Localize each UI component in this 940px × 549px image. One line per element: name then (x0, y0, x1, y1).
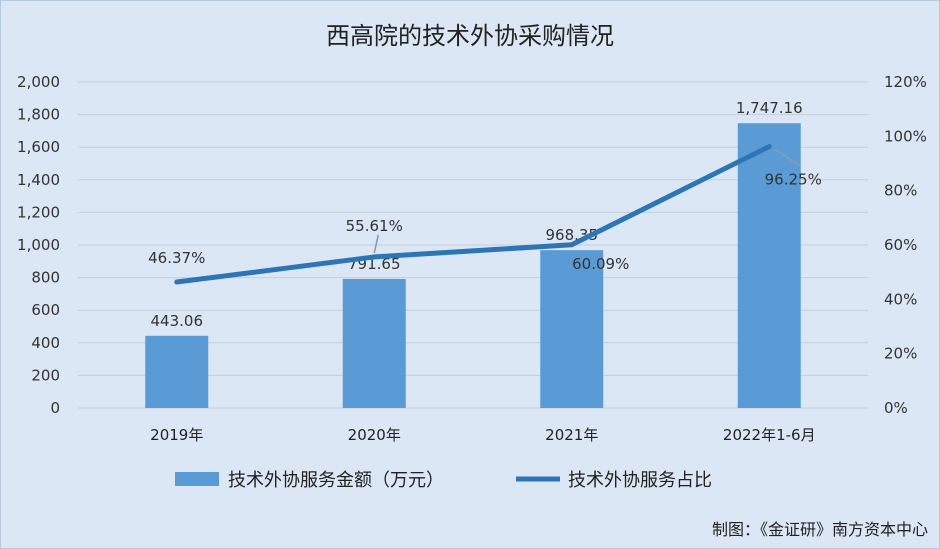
source-note: 制图：《金证研》南方资本中心 (712, 520, 928, 539)
right-tick-label: 0% (884, 399, 908, 417)
right-tick-label: 120% (884, 73, 927, 91)
left-axis-ticks: 0 200 400 600 800 1,000 1,200 1,400 1,600 1,800 2,… (17, 73, 60, 417)
right-tick-label: 20% (884, 345, 917, 363)
line-label-leader (373, 234, 379, 254)
left-tick-label: 600 (31, 301, 60, 319)
left-tick-label: 1,800 (17, 106, 60, 124)
right-tick-label: 100% (884, 127, 927, 145)
legend-line-label: 技术外协服务占比 (568, 470, 712, 491)
chart-title: 西高院的技术外协采购情况 (326, 22, 614, 50)
legend-bar-label: 技术外协服务金额（万元） (228, 470, 444, 491)
category-labels: 2019年 2020年 2021年 2022年1-6月 (150, 426, 815, 444)
category-label: 2019年 (150, 426, 203, 444)
line-data-label: 46.37% (148, 249, 205, 267)
right-tick-label: 40% (884, 290, 917, 308)
left-tick-label: 1,000 (17, 236, 60, 254)
percentage-line (174, 144, 772, 285)
left-tick-label: 0 (50, 399, 60, 417)
left-tick-label: 200 (31, 366, 60, 384)
left-tick-label: 1,400 (17, 171, 60, 189)
bar (342, 278, 406, 408)
line-data-label: 60.09% (572, 255, 629, 273)
left-tick-label: 2,000 (17, 73, 60, 91)
line-label-leader (774, 148, 800, 167)
bar (145, 335, 209, 408)
line-data-label: 96.25% (765, 171, 822, 189)
bar-data-label: 443.06 (151, 312, 204, 330)
legend: 技术外协服务金额（万元） 技术外协服务占比 (175, 470, 712, 491)
left-tick-label: 1,200 (17, 203, 60, 221)
line-series: 46.37% 55.61% 60.09% 96.25% (148, 144, 822, 285)
gridlines (78, 81, 868, 409)
bar (737, 123, 801, 408)
category-label: 2021年 (545, 426, 598, 444)
legend-bar-swatch (175, 472, 219, 486)
category-label: 2022年1-6月 (723, 426, 816, 444)
line-data-label: 55.61% (346, 217, 403, 235)
right-tick-label: 80% (884, 182, 917, 200)
bar (540, 250, 604, 408)
bar-data-label: 1,747.16 (736, 99, 803, 117)
left-tick-label: 800 (31, 269, 60, 287)
left-tick-label: 1,600 (17, 138, 60, 156)
left-tick-label: 400 (31, 334, 60, 352)
category-label: 2020年 (348, 426, 401, 444)
right-axis-ticks: 0% 20% 40% 60% 80% 100% 120% (884, 73, 927, 417)
right-tick-label: 60% (884, 236, 917, 254)
